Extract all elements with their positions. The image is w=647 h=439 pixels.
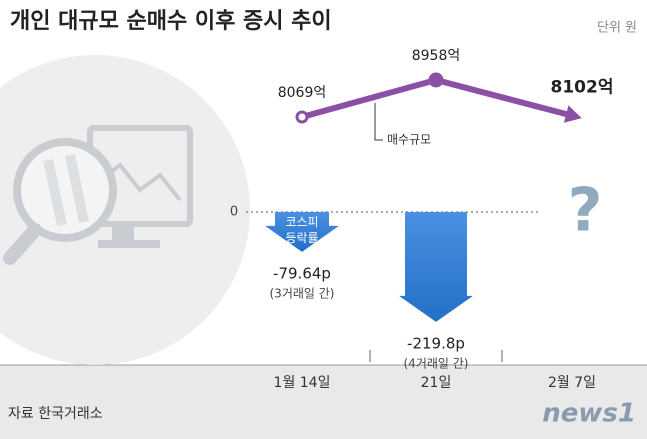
data-label: 8069억 xyxy=(278,85,327,101)
x-tick-label: 2월 7일 xyxy=(548,375,596,391)
bar xyxy=(265,212,339,252)
line-point xyxy=(428,72,444,88)
logo: news1 xyxy=(542,399,636,429)
source: 자료 한국거래소 xyxy=(8,406,103,422)
y-tick-label: 0 xyxy=(230,205,238,220)
chart-title: 개인 대규모 순매수 이후 증시 추이 xyxy=(10,9,332,34)
legend-label: 코스피 등락률 xyxy=(285,215,319,245)
legend-leader xyxy=(374,103,383,141)
data-label: 8102억 xyxy=(551,78,614,98)
legend-label: 매수규모 xyxy=(387,133,431,147)
data-label: -79.64p xyxy=(273,264,331,282)
annotation: (3거래일 간) xyxy=(270,286,335,300)
footer-band xyxy=(0,365,647,439)
bar xyxy=(399,212,473,322)
data-label: -219.8p xyxy=(407,334,465,352)
legend-box: 코스피 등락률 xyxy=(285,215,319,245)
illustration xyxy=(0,55,250,365)
x-tick-label: 1월 14일 xyxy=(274,375,331,391)
line-point xyxy=(295,110,309,124)
line-arrowhead xyxy=(563,105,582,123)
data-label: 8958억 xyxy=(412,48,461,64)
annotation: ? xyxy=(568,176,603,246)
unit-label: 단위 원 xyxy=(597,21,637,36)
x-tick-label: 21일 xyxy=(421,375,452,391)
annotation: (4거래일 간) xyxy=(404,356,469,370)
